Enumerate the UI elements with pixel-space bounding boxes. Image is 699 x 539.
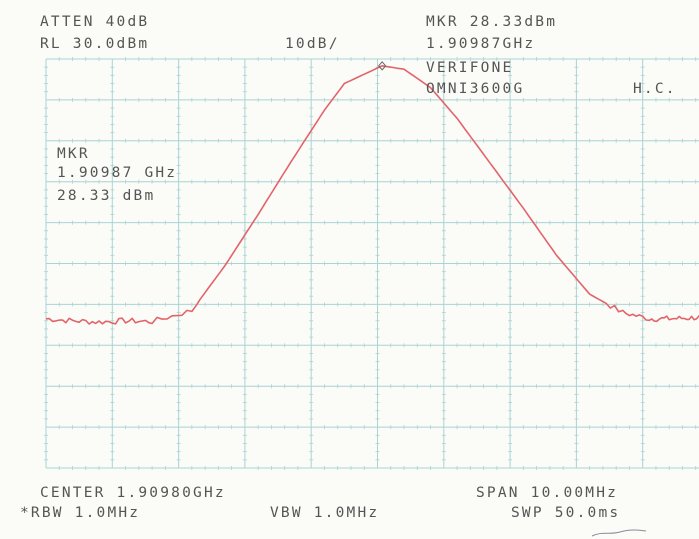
graticule [45, 58, 699, 469]
marker-box-level: 28.33 dBm [57, 188, 156, 204]
center-frequency-label: CENTER 1.90980GHz [40, 485, 226, 501]
marker-box-title: MKR [57, 146, 90, 162]
video-bandwidth-label: VBW 1.0MHz [270, 505, 380, 521]
peak-marker [377, 61, 387, 71]
graticule-ticks [44, 57, 697, 470]
marker-diamond [377, 61, 387, 71]
device-name-line2: OMNI3600G [426, 81, 525, 97]
span-label: SPAN 10.00MHz [476, 485, 619, 501]
sweep-time-label: SWP 50.0ms [511, 505, 621, 521]
marker-box-frequency: 1.90987 GHz [57, 165, 178, 181]
marker-frequency-readout: 1.90987GHz [426, 36, 536, 52]
resolution-bandwidth-label: *RBW 1.0MHz [20, 505, 141, 521]
device-name-line1: VERIFONE [426, 60, 514, 76]
spectrum-trace [45, 65, 699, 325]
attenuation-label: ATTEN 40dB [40, 14, 150, 30]
operator-initials: H.C. [633, 81, 677, 97]
scale-label: 10dB/ [285, 36, 340, 52]
reference-level-label: RL 30.0dBm [40, 36, 150, 52]
signature-scribble [591, 529, 647, 537]
marker-level-readout: MKR 28.33dBm [426, 14, 558, 30]
